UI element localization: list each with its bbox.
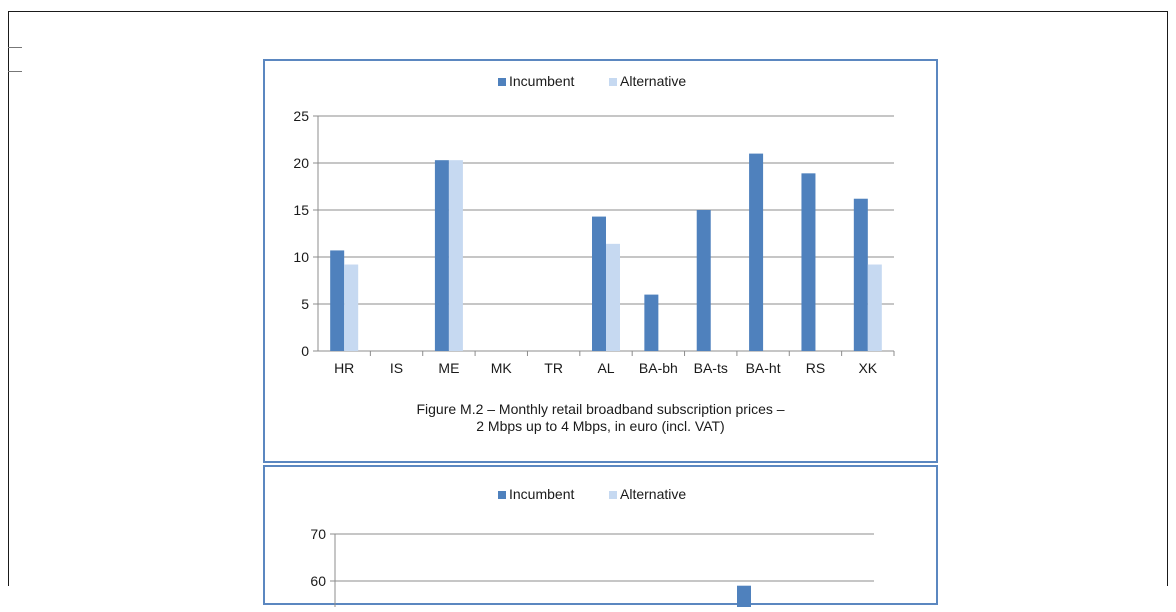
legend-swatch-alternative [609, 78, 617, 86]
bar-incumbent-ba-ht [749, 153, 764, 351]
x-tick-label: BA-ht [746, 360, 781, 376]
x-tick-label: XK [858, 360, 877, 376]
chart-2-svg: Incumbent Alternative 60 70 [310, 486, 874, 607]
chart-1-svg: Incumbent Alternative 0 5 10 15 20 25 HR IS ME MK TR… [293, 73, 895, 376]
bar-incumbent-al [592, 216, 606, 351]
x-tick-label: RS [806, 360, 825, 376]
y-tick-label: 25 [293, 108, 309, 124]
margin-mark-top [8, 47, 22, 48]
legend-label-incumbent: Incumbent [509, 486, 574, 502]
bar-incumbent-xk [853, 198, 868, 351]
x-tick-label: TR [544, 360, 563, 376]
bar-alternative-me [448, 160, 463, 351]
bar-incumbent-ba-bh [644, 294, 659, 351]
bar-alternative-al [606, 243, 620, 351]
margin-mark-bottom [8, 71, 22, 72]
x-tick-label: BA-ts [694, 360, 728, 376]
caption-line-1: Figure M.2 – Monthly retail broadband su… [416, 401, 785, 417]
y-tick-label: 10 [293, 249, 309, 265]
caption-line-2: 2 Mbps up to 4 Mbps, in euro (incl. VAT) [476, 418, 725, 434]
figure-m2-chart: Incumbent Alternative 0 5 10 15 20 25 HR IS ME MK TR… [263, 59, 938, 463]
bar-alternative-xk [867, 264, 882, 351]
x-tick-label: HR [334, 360, 354, 376]
bar-incumbent-me [434, 160, 449, 351]
x-tick-label: ME [438, 360, 459, 376]
legend-label-alternative: Alternative [620, 73, 686, 89]
x-tick-label: MK [491, 360, 513, 376]
bar-incumbent-rs [801, 173, 816, 351]
y-tick-label: 5 [301, 296, 309, 312]
figure-next-chart: Incumbent Alternative 60 70 [263, 465, 938, 607]
legend-label-alternative: Alternative [620, 486, 686, 502]
legend-swatch-incumbent [498, 78, 506, 86]
bar-incumbent-ba-ts [696, 210, 711, 351]
legend-label-incumbent: Incumbent [509, 73, 574, 89]
y-tick-label: 60 [310, 573, 326, 589]
y-tick-label: 20 [293, 155, 309, 171]
x-tick-label: BA-bh [639, 360, 678, 376]
x-tick-label: AL [597, 360, 614, 376]
legend-swatch-incumbent [498, 491, 506, 499]
y-tick-label: 70 [310, 526, 326, 542]
page-frame [8, 11, 1168, 586]
y-tick-label: 15 [293, 202, 309, 218]
x-tick-label: IS [390, 360, 403, 376]
legend-swatch-alternative [609, 491, 617, 499]
bar-incumbent-partial [737, 585, 751, 607]
bar-alternative-hr [344, 264, 359, 351]
y-tick-label: 0 [301, 343, 309, 359]
figure-caption: Figure M.2 – Monthly retail broadband su… [265, 401, 936, 435]
bar-incumbent-hr [330, 250, 345, 351]
